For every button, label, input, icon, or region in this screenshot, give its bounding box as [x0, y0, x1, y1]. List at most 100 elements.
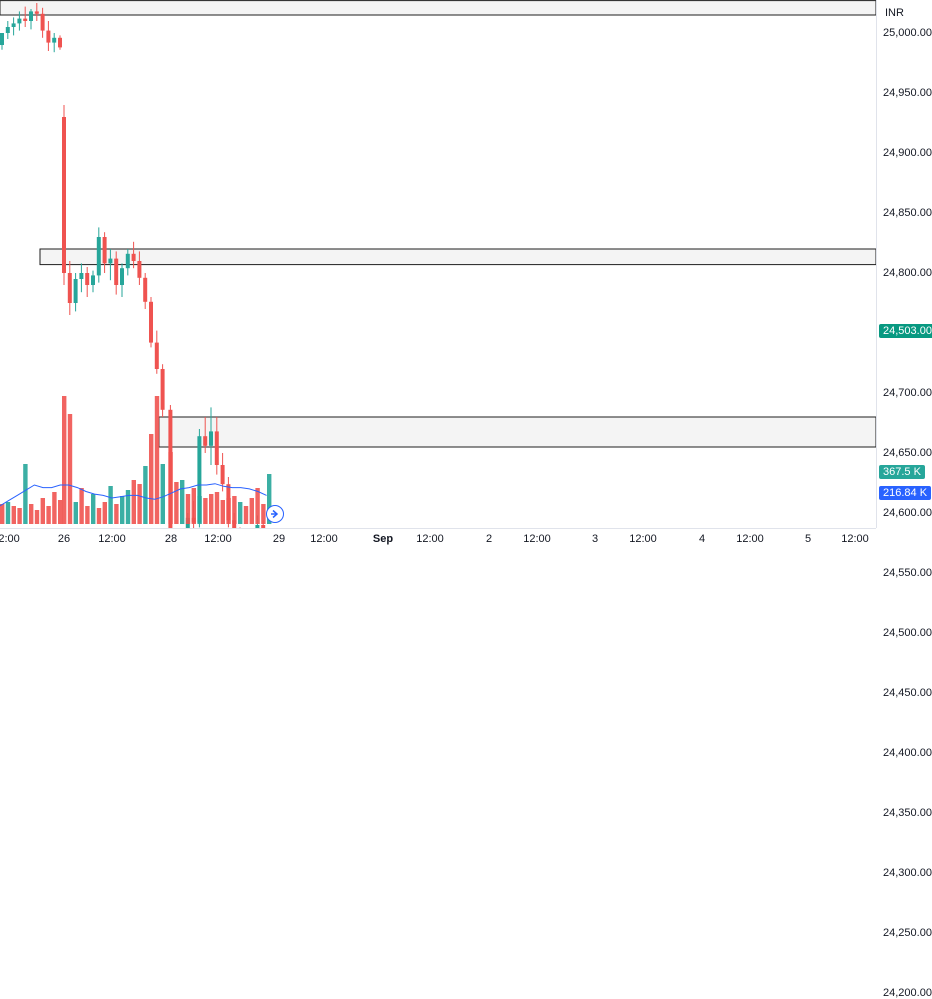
volume-bar — [267, 474, 272, 524]
candle-body — [40, 13, 45, 31]
last-price-badge: 24,503.00 — [879, 324, 932, 338]
price-tick-label: 24,300.00 — [883, 867, 932, 879]
candle-body — [143, 277, 148, 302]
scroll-to-realtime-button[interactable] — [266, 505, 284, 523]
candle-body — [62, 117, 66, 273]
candle-body — [96, 237, 101, 276]
candle-body — [73, 279, 78, 303]
volume-bar — [209, 494, 214, 524]
candle-body — [131, 253, 136, 261]
candle-body — [67, 273, 72, 303]
volume-bar — [91, 494, 96, 524]
price-tick-label: 25,000.00 — [883, 27, 932, 39]
volume-bar — [255, 488, 260, 524]
candle-body — [214, 431, 219, 465]
time-tick-label: 12:00 — [523, 533, 551, 545]
candle-body — [220, 465, 225, 485]
volume-bar — [261, 504, 266, 524]
candlestick-chart[interactable] — [0, 0, 876, 528]
volume-bar — [29, 504, 34, 524]
volume-bar — [226, 498, 231, 524]
candle-body — [34, 11, 39, 14]
candle-body — [125, 253, 130, 269]
volume-bar — [197, 496, 202, 524]
volume-bar — [40, 498, 45, 524]
volume-bar — [17, 508, 22, 524]
volume-bar — [46, 506, 51, 524]
currency-label: INR — [885, 7, 904, 19]
time-tick-label: 12:00 — [416, 533, 444, 545]
candle-body — [160, 369, 165, 410]
volume-bar — [220, 500, 225, 524]
candle-body — [232, 520, 237, 528]
time-tick-label: 4 — [698, 533, 706, 545]
candle-body — [149, 301, 153, 343]
price-tick-label: 24,400.00 — [883, 747, 932, 759]
time-tick-label: 28 — [164, 533, 178, 545]
time-axis[interactable]: 12:00 26 12:00 28 12:00 29 12:00 Sep 12:00 2 12:00… — [0, 528, 876, 551]
time-tick-label: 12:00 — [204, 533, 232, 545]
candle-body — [58, 37, 62, 48]
chart-pane[interactable] — [0, 0, 876, 528]
volume-bar — [125, 490, 131, 524]
price-tick-label: 24,250.00 — [883, 927, 932, 939]
volume-bar — [191, 488, 196, 524]
volume-bar — [232, 496, 237, 524]
candle-body — [46, 30, 51, 43]
volume-bar — [5, 502, 11, 524]
volume-ma-badge: 216.84 K — [879, 486, 932, 500]
time-tick-label: 29 — [272, 533, 286, 545]
candle-body — [114, 258, 119, 285]
volume-bar — [160, 464, 165, 524]
candle-body — [29, 11, 33, 21]
volume-bar — [108, 486, 113, 524]
support-resistance-zone — [0, 0, 876, 16]
volume-bar — [249, 498, 254, 524]
volume-bar — [62, 396, 67, 524]
price-tick-label: 24,600.00 — [883, 507, 932, 519]
candle-body — [91, 275, 95, 285]
price-axis[interactable]: INR 25,000.00 24,950.00 24,900.00 24,850.00… — [876, 0, 932, 999]
volume-bar — [168, 452, 173, 524]
support-resistance-zone — [158, 416, 876, 448]
price-tick-label: 24,200.00 — [883, 987, 932, 999]
price-tick-label: 24,350.00 — [883, 807, 932, 819]
candle-body — [79, 273, 84, 279]
time-tick-label: 26 — [57, 533, 71, 545]
volume-bar — [67, 414, 73, 524]
volume-bar — [58, 500, 63, 524]
candle-body — [261, 525, 266, 528]
candle-body — [52, 37, 57, 43]
volume-bar — [79, 488, 84, 524]
time-tick-label: Sep — [372, 533, 394, 545]
volume-bar — [34, 510, 40, 524]
volume-bar — [52, 492, 57, 524]
volume-bar — [11, 506, 16, 524]
candle-body — [197, 436, 202, 523]
time-tick-label: 2 — [485, 533, 493, 545]
candle-body — [102, 237, 107, 264]
volume-bar — [96, 508, 102, 524]
volume-bar — [23, 464, 28, 524]
volume-bar — [131, 480, 136, 524]
volume-bar — [137, 484, 142, 524]
candle-body — [5, 27, 10, 33]
time-tick-label: 12:00 — [310, 533, 338, 545]
volume-bar — [203, 498, 208, 524]
price-tick-label: 24,700.00 — [883, 387, 932, 399]
volume-bar — [180, 480, 185, 524]
volume-ma-line — [0, 483, 267, 507]
time-tick-label: 12:00 — [0, 533, 20, 545]
candle-body — [0, 33, 4, 45]
candle-body — [23, 18, 28, 21]
volume-bar — [85, 506, 90, 524]
time-tick-label: 12:00 — [841, 533, 869, 545]
volume-bar — [243, 506, 249, 524]
candle-body — [203, 436, 208, 446]
volume-bar — [185, 494, 191, 524]
price-tick-label: 24,900.00 — [883, 147, 932, 159]
price-tick-label: 24,850.00 — [883, 207, 932, 219]
support-resistance-zone — [39, 248, 876, 266]
price-tick-label: 24,500.00 — [883, 627, 932, 639]
candle-body — [17, 18, 22, 24]
